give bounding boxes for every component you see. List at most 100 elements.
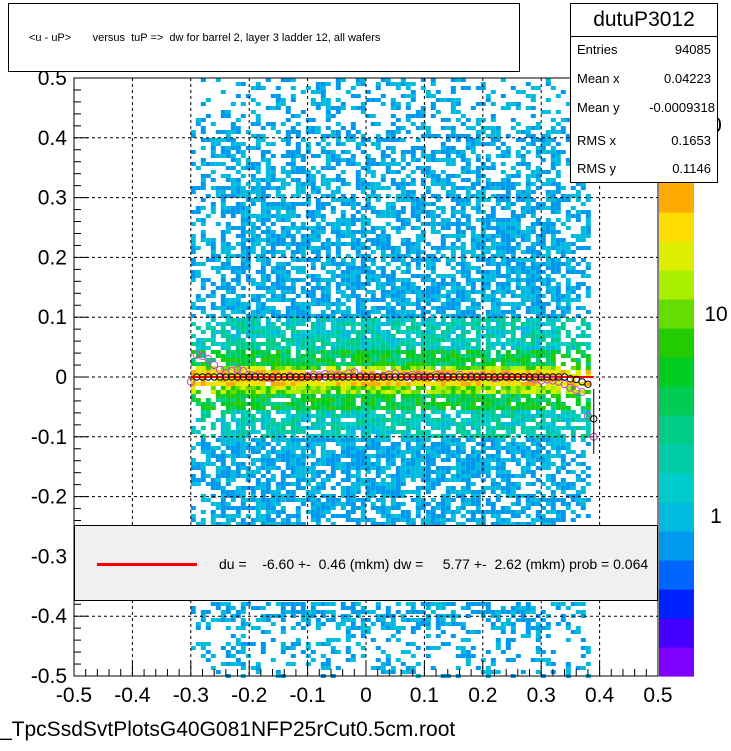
heatmap-cell <box>320 326 326 330</box>
heatmap-cell <box>275 438 281 442</box>
heatmap-cell <box>275 386 281 390</box>
heatmap-cell <box>380 478 386 482</box>
heatmap-cell <box>375 142 381 146</box>
heatmap-cell <box>430 290 436 294</box>
heatmap-cell <box>345 422 351 426</box>
heatmap-cell <box>235 346 241 350</box>
heatmap-cell <box>325 658 331 662</box>
heatmap-cell <box>290 254 296 258</box>
heatmap-cell <box>280 438 286 442</box>
heatmap-cell <box>455 454 461 458</box>
heatmap-cell <box>255 226 261 230</box>
heatmap-cell <box>345 638 351 642</box>
heatmap-cell <box>235 322 241 326</box>
heatmap-cell <box>365 626 371 630</box>
heatmap-cell <box>490 510 496 514</box>
heatmap-cell <box>475 194 481 198</box>
heatmap-cell <box>235 162 241 166</box>
heatmap-cell <box>200 230 206 234</box>
heatmap-cell <box>190 610 196 614</box>
heatmap-cell <box>355 78 361 82</box>
heatmap-cell <box>490 466 496 470</box>
heatmap-cell <box>470 126 476 130</box>
heatmap-cell <box>305 334 311 338</box>
heatmap-cell <box>445 502 451 506</box>
heatmap-cell <box>215 514 221 518</box>
heatmap-cell <box>345 434 351 438</box>
heatmap-cell <box>335 366 341 370</box>
heatmap-cell <box>255 186 261 190</box>
heatmap-cell <box>380 242 386 246</box>
heatmap-cell <box>395 294 401 298</box>
heatmap-cell <box>425 322 431 326</box>
heatmap-cell <box>230 662 236 666</box>
heatmap-cell <box>465 250 471 254</box>
heatmap-cell <box>365 442 371 446</box>
heatmap-cell <box>360 350 366 354</box>
heatmap-cell <box>405 422 411 426</box>
heatmap-cell <box>310 650 316 654</box>
heatmap-cell <box>280 334 286 338</box>
heatmap-cell <box>250 446 256 450</box>
heatmap-cell <box>500 290 506 294</box>
heatmap-cell <box>395 354 401 358</box>
heatmap-cell <box>230 350 236 354</box>
heatmap-cell <box>385 138 391 142</box>
heatmap-cell <box>485 314 491 318</box>
heatmap-cell <box>385 358 391 362</box>
heatmap-cell <box>255 306 261 310</box>
heatmap-cell <box>365 438 371 442</box>
heatmap-cell <box>335 406 341 410</box>
heatmap-cell <box>375 310 381 314</box>
heatmap-cell <box>410 318 416 322</box>
heatmap-cell <box>495 498 501 502</box>
heatmap-cell <box>430 154 436 158</box>
heatmap-cell <box>405 466 411 470</box>
heatmap-cell <box>335 254 341 258</box>
heatmap-cell <box>350 494 356 498</box>
heatmap-cell <box>255 482 261 486</box>
heatmap-cell <box>445 426 451 430</box>
heatmap-cell <box>295 518 301 522</box>
heatmap-cell <box>255 282 261 286</box>
heatmap-cell <box>340 302 346 306</box>
heatmap-cell <box>340 202 346 206</box>
heatmap-cell <box>260 386 266 390</box>
heatmap-cell <box>285 162 291 166</box>
heatmap-cell <box>375 322 381 326</box>
heatmap-cell <box>425 382 431 386</box>
heatmap-cell <box>395 214 401 218</box>
heatmap-cell <box>220 618 226 622</box>
heatmap-cell <box>300 170 306 174</box>
heatmap-cell <box>275 394 281 398</box>
heatmap-cell <box>505 442 511 446</box>
heatmap-cell <box>300 322 306 326</box>
heatmap-cell <box>275 238 281 242</box>
heatmap-cell <box>275 402 281 406</box>
heatmap-cell <box>210 402 216 406</box>
heatmap-cell <box>425 486 431 490</box>
heatmap-cell <box>280 202 286 206</box>
heatmap-cell <box>260 454 266 458</box>
heatmap-cell <box>335 138 341 142</box>
heatmap-cell <box>435 502 441 506</box>
heatmap-cell <box>195 346 201 350</box>
heatmap-cell <box>215 270 221 274</box>
heatmap-cell <box>415 242 421 246</box>
heatmap-cell <box>445 454 451 458</box>
heatmap-cell <box>305 170 311 174</box>
heatmap-cell <box>405 302 411 306</box>
heatmap-cell <box>345 502 351 506</box>
heatmap-cell <box>495 126 501 130</box>
heatmap-cell <box>365 458 371 462</box>
heatmap-cell <box>300 470 306 474</box>
heatmap-cell <box>300 474 306 478</box>
heatmap-cell <box>235 474 241 478</box>
heatmap-cell <box>415 302 421 306</box>
heatmap-cell <box>455 202 461 206</box>
heatmap-cell <box>355 406 361 410</box>
heatmap-cell <box>465 470 471 474</box>
heatmap-cell <box>220 234 226 238</box>
heatmap-cell <box>195 342 201 346</box>
heatmap-cell <box>435 286 441 290</box>
